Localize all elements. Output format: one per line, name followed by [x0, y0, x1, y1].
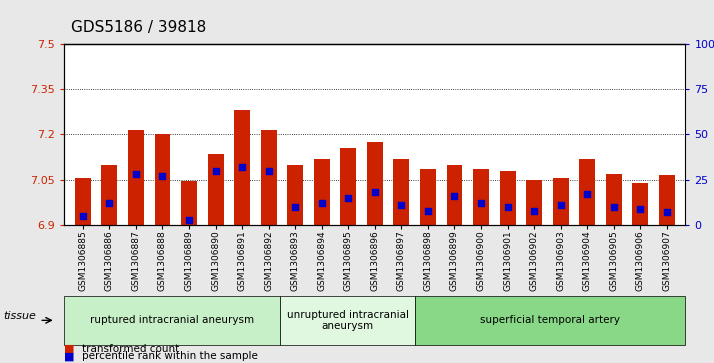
- Bar: [154, 134, 171, 225]
- Text: transformed count: transformed count: [82, 344, 179, 354]
- Point: [343, 195, 354, 201]
- Bar: [446, 164, 463, 225]
- Point: [157, 173, 169, 179]
- Point: [236, 164, 248, 170]
- Point: [502, 204, 513, 210]
- Text: percentile rank within the sample: percentile rank within the sample: [82, 351, 258, 361]
- Point: [77, 213, 89, 219]
- Bar: [367, 142, 383, 225]
- Point: [104, 200, 115, 206]
- Bar: [579, 159, 595, 225]
- Bar: [208, 154, 223, 225]
- Bar: [393, 159, 409, 225]
- Bar: [101, 164, 117, 225]
- Bar: [261, 130, 276, 225]
- Bar: [234, 110, 250, 225]
- Point: [449, 193, 461, 199]
- Point: [130, 171, 141, 177]
- Point: [476, 200, 487, 206]
- Bar: [659, 175, 675, 225]
- Point: [316, 200, 328, 206]
- Point: [396, 202, 407, 208]
- Point: [422, 208, 433, 213]
- Point: [289, 204, 301, 210]
- Bar: [181, 181, 197, 225]
- Text: unruptured intracranial
aneurysm: unruptured intracranial aneurysm: [287, 310, 409, 331]
- Bar: [526, 180, 542, 225]
- Point: [661, 209, 673, 215]
- Bar: [605, 174, 622, 225]
- Bar: [287, 164, 303, 225]
- Bar: [341, 148, 356, 225]
- Point: [528, 208, 540, 213]
- Bar: [420, 169, 436, 225]
- Point: [369, 189, 381, 195]
- Point: [263, 168, 274, 174]
- Point: [210, 168, 221, 174]
- Point: [555, 202, 566, 208]
- Text: ■: ■: [64, 344, 75, 354]
- Point: [635, 206, 646, 212]
- Text: superficial temporal artery: superficial temporal artery: [481, 315, 620, 325]
- Bar: [633, 183, 648, 225]
- Text: ■: ■: [64, 351, 75, 361]
- Bar: [313, 159, 330, 225]
- Bar: [473, 169, 489, 225]
- Point: [183, 217, 195, 223]
- Bar: [553, 178, 568, 225]
- Point: [581, 191, 593, 197]
- Bar: [128, 130, 144, 225]
- Text: ruptured intracranial aneurysm: ruptured intracranial aneurysm: [90, 315, 254, 325]
- Bar: [500, 171, 516, 225]
- Text: tissue: tissue: [4, 311, 36, 321]
- Bar: [75, 178, 91, 225]
- Text: GDS5186 / 39818: GDS5186 / 39818: [71, 20, 206, 35]
- Point: [608, 204, 620, 210]
